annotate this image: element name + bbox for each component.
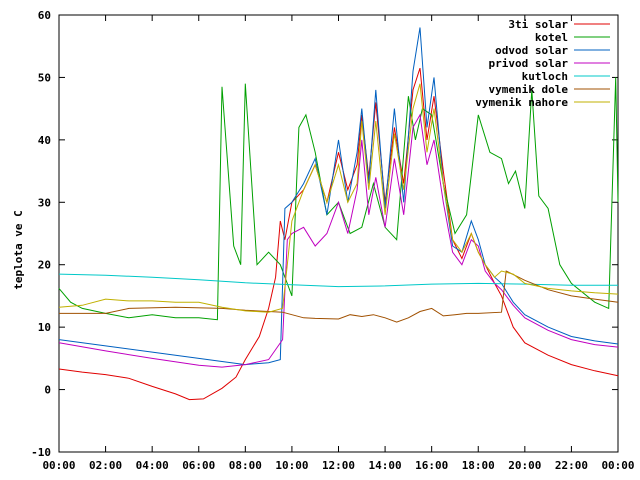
legend-label: kutloch xyxy=(522,70,568,83)
x-tick-label: 00:00 xyxy=(601,459,634,472)
series-line-5 xyxy=(59,270,619,323)
y-tick-label: 20 xyxy=(38,259,51,272)
y-tick-label: 40 xyxy=(38,134,51,147)
x-tick-label: 12:00 xyxy=(322,459,355,472)
series-line-4 xyxy=(58,273,618,288)
y-tick-label: 0 xyxy=(44,384,51,397)
series-line-3 xyxy=(58,113,619,368)
y-tick-label: 60 xyxy=(38,9,51,22)
legend-label: odvod solar xyxy=(495,44,568,57)
y-tick-label: -10 xyxy=(31,446,51,459)
axes: -10 0 10 20 30 40 50 60 00:00 02:00 04:00 06:00 08:0… xyxy=(31,9,634,472)
series-line-0 xyxy=(58,67,619,401)
y-tick-label: 10 xyxy=(38,321,51,334)
x-tick-label: 00:00 xyxy=(42,459,75,472)
legend-label: 3ti solar xyxy=(508,18,568,31)
x-tick-label: 18:00 xyxy=(462,459,495,472)
x-tick-label: 16:00 xyxy=(415,459,448,472)
x-tick-label: 06:00 xyxy=(182,459,215,472)
series-line-1 xyxy=(58,77,619,321)
series-line-6 xyxy=(58,83,619,313)
y-tick-label: 50 xyxy=(38,71,51,84)
y-tick-label: 30 xyxy=(38,196,51,209)
series-lines xyxy=(58,27,619,401)
series-line-2 xyxy=(58,27,619,366)
x-tick-label: 10:00 xyxy=(275,459,308,472)
x-tick-label: 08:00 xyxy=(229,459,262,472)
x-tick-label: 04:00 xyxy=(136,459,169,472)
legend-label: privod solar xyxy=(489,57,569,70)
legend-label: kotel xyxy=(535,31,568,44)
y-axis-label: teplota ve C xyxy=(12,210,25,289)
x-tick-label: 14:00 xyxy=(369,459,402,472)
x-tick-label: 02:00 xyxy=(89,459,122,472)
x-tick-label: 22:00 xyxy=(555,459,588,472)
legend-label: vymenik dole xyxy=(489,83,569,96)
legend-label: vymenik nahore xyxy=(475,96,568,109)
x-tick-label: 20:00 xyxy=(508,459,541,472)
